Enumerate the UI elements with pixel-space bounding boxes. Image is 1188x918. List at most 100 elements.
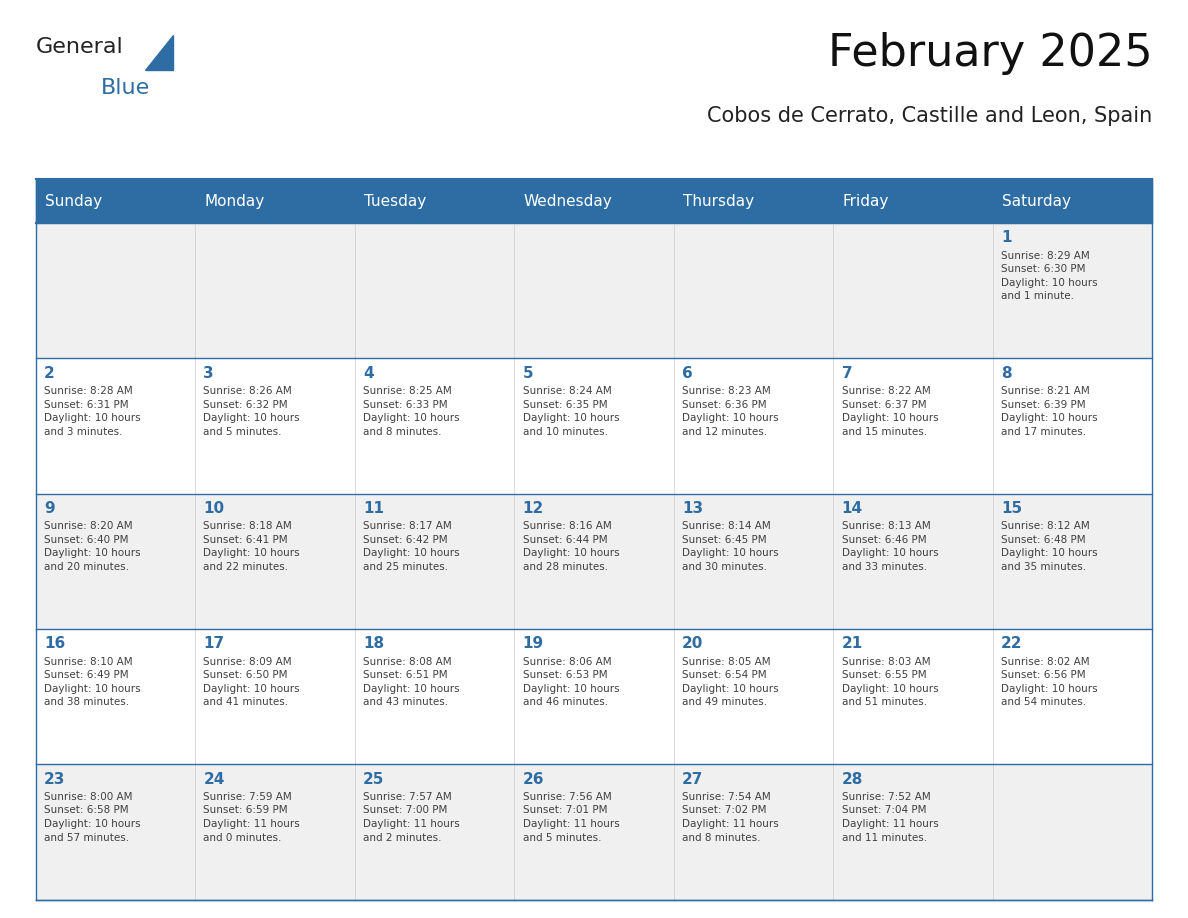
Text: Sunrise: 7:56 AM
Sunset: 7:01 PM
Daylight: 11 hours
and 5 minutes.: Sunrise: 7:56 AM Sunset: 7:01 PM Dayligh… (523, 792, 619, 843)
Text: Sunrise: 7:54 AM
Sunset: 7:02 PM
Daylight: 11 hours
and 8 minutes.: Sunrise: 7:54 AM Sunset: 7:02 PM Dayligh… (682, 792, 779, 843)
Text: Sunrise: 8:25 AM
Sunset: 6:33 PM
Daylight: 10 hours
and 8 minutes.: Sunrise: 8:25 AM Sunset: 6:33 PM Dayligh… (364, 386, 460, 437)
FancyBboxPatch shape (993, 629, 1152, 765)
Text: 5: 5 (523, 365, 533, 381)
FancyBboxPatch shape (833, 223, 993, 358)
Text: Friday: Friday (842, 194, 889, 208)
Text: Sunrise: 8:18 AM
Sunset: 6:41 PM
Daylight: 10 hours
and 22 minutes.: Sunrise: 8:18 AM Sunset: 6:41 PM Dayligh… (203, 521, 301, 572)
FancyBboxPatch shape (195, 494, 355, 629)
Text: Monday: Monday (204, 194, 265, 208)
Text: Wednesday: Wednesday (524, 194, 613, 208)
FancyBboxPatch shape (674, 223, 833, 358)
Text: Tuesday: Tuesday (365, 194, 426, 208)
Text: 9: 9 (44, 501, 55, 516)
Text: Sunrise: 8:06 AM
Sunset: 6:53 PM
Daylight: 10 hours
and 46 minutes.: Sunrise: 8:06 AM Sunset: 6:53 PM Dayligh… (523, 656, 619, 708)
Text: 28: 28 (841, 772, 862, 787)
Text: 2: 2 (44, 365, 55, 381)
Text: Sunrise: 8:10 AM
Sunset: 6:49 PM
Daylight: 10 hours
and 38 minutes.: Sunrise: 8:10 AM Sunset: 6:49 PM Dayligh… (44, 656, 140, 708)
FancyBboxPatch shape (36, 765, 195, 900)
Text: Thursday: Thursday (683, 194, 754, 208)
Text: Sunrise: 8:09 AM
Sunset: 6:50 PM
Daylight: 10 hours
and 41 minutes.: Sunrise: 8:09 AM Sunset: 6:50 PM Dayligh… (203, 656, 301, 708)
FancyBboxPatch shape (514, 494, 674, 629)
FancyBboxPatch shape (195, 629, 355, 765)
Text: Sunrise: 8:24 AM
Sunset: 6:35 PM
Daylight: 10 hours
and 10 minutes.: Sunrise: 8:24 AM Sunset: 6:35 PM Dayligh… (523, 386, 619, 437)
FancyBboxPatch shape (36, 629, 195, 765)
Text: 20: 20 (682, 636, 703, 652)
Text: 7: 7 (841, 365, 852, 381)
FancyBboxPatch shape (833, 494, 993, 629)
FancyBboxPatch shape (195, 358, 355, 494)
Text: Sunrise: 8:12 AM
Sunset: 6:48 PM
Daylight: 10 hours
and 35 minutes.: Sunrise: 8:12 AM Sunset: 6:48 PM Dayligh… (1001, 521, 1098, 572)
Text: 22: 22 (1001, 636, 1023, 652)
FancyBboxPatch shape (993, 223, 1152, 358)
FancyBboxPatch shape (674, 494, 833, 629)
FancyBboxPatch shape (674, 358, 833, 494)
Text: Sunrise: 8:26 AM
Sunset: 6:32 PM
Daylight: 10 hours
and 5 minutes.: Sunrise: 8:26 AM Sunset: 6:32 PM Dayligh… (203, 386, 301, 437)
FancyBboxPatch shape (674, 765, 833, 900)
FancyBboxPatch shape (195, 765, 355, 900)
FancyBboxPatch shape (833, 765, 993, 900)
Text: 1: 1 (1001, 230, 1012, 245)
Text: 25: 25 (364, 772, 385, 787)
Text: Sunrise: 7:52 AM
Sunset: 7:04 PM
Daylight: 11 hours
and 11 minutes.: Sunrise: 7:52 AM Sunset: 7:04 PM Dayligh… (841, 792, 939, 843)
Text: Sunrise: 8:23 AM
Sunset: 6:36 PM
Daylight: 10 hours
and 12 minutes.: Sunrise: 8:23 AM Sunset: 6:36 PM Dayligh… (682, 386, 778, 437)
Text: 12: 12 (523, 501, 544, 516)
FancyBboxPatch shape (355, 358, 514, 494)
Text: 3: 3 (203, 365, 214, 381)
Polygon shape (145, 35, 173, 70)
Text: Sunrise: 8:13 AM
Sunset: 6:46 PM
Daylight: 10 hours
and 33 minutes.: Sunrise: 8:13 AM Sunset: 6:46 PM Dayligh… (841, 521, 939, 572)
FancyBboxPatch shape (355, 765, 514, 900)
FancyBboxPatch shape (514, 223, 674, 358)
Text: General: General (36, 37, 124, 57)
FancyBboxPatch shape (993, 494, 1152, 629)
Text: Sunday: Sunday (45, 194, 102, 208)
FancyBboxPatch shape (993, 765, 1152, 900)
FancyBboxPatch shape (674, 629, 833, 765)
FancyBboxPatch shape (833, 358, 993, 494)
Text: Sunrise: 8:20 AM
Sunset: 6:40 PM
Daylight: 10 hours
and 20 minutes.: Sunrise: 8:20 AM Sunset: 6:40 PM Dayligh… (44, 521, 140, 572)
Text: Sunrise: 8:03 AM
Sunset: 6:55 PM
Daylight: 10 hours
and 51 minutes.: Sunrise: 8:03 AM Sunset: 6:55 PM Dayligh… (841, 656, 939, 708)
Text: Sunrise: 8:29 AM
Sunset: 6:30 PM
Daylight: 10 hours
and 1 minute.: Sunrise: 8:29 AM Sunset: 6:30 PM Dayligh… (1001, 251, 1098, 301)
Text: 26: 26 (523, 772, 544, 787)
FancyBboxPatch shape (36, 494, 195, 629)
Text: 18: 18 (364, 636, 384, 652)
Text: 21: 21 (841, 636, 862, 652)
FancyBboxPatch shape (833, 629, 993, 765)
FancyBboxPatch shape (355, 223, 514, 358)
Text: 14: 14 (841, 501, 862, 516)
FancyBboxPatch shape (355, 629, 514, 765)
Text: 24: 24 (203, 772, 225, 787)
Text: Saturday: Saturday (1003, 194, 1072, 208)
Text: 10: 10 (203, 501, 225, 516)
Text: 6: 6 (682, 365, 693, 381)
Text: Sunrise: 8:00 AM
Sunset: 6:58 PM
Daylight: 10 hours
and 57 minutes.: Sunrise: 8:00 AM Sunset: 6:58 PM Dayligh… (44, 792, 140, 843)
Text: Sunrise: 8:05 AM
Sunset: 6:54 PM
Daylight: 10 hours
and 49 minutes.: Sunrise: 8:05 AM Sunset: 6:54 PM Dayligh… (682, 656, 778, 708)
Text: 19: 19 (523, 636, 544, 652)
FancyBboxPatch shape (514, 765, 674, 900)
Text: Sunrise: 8:02 AM
Sunset: 6:56 PM
Daylight: 10 hours
and 54 minutes.: Sunrise: 8:02 AM Sunset: 6:56 PM Dayligh… (1001, 656, 1098, 708)
FancyBboxPatch shape (993, 358, 1152, 494)
Text: Sunrise: 7:59 AM
Sunset: 6:59 PM
Daylight: 11 hours
and 0 minutes.: Sunrise: 7:59 AM Sunset: 6:59 PM Dayligh… (203, 792, 301, 843)
Text: Sunrise: 8:21 AM
Sunset: 6:39 PM
Daylight: 10 hours
and 17 minutes.: Sunrise: 8:21 AM Sunset: 6:39 PM Dayligh… (1001, 386, 1098, 437)
FancyBboxPatch shape (36, 223, 195, 358)
Text: Sunrise: 8:14 AM
Sunset: 6:45 PM
Daylight: 10 hours
and 30 minutes.: Sunrise: 8:14 AM Sunset: 6:45 PM Dayligh… (682, 521, 778, 572)
Text: Sunrise: 8:17 AM
Sunset: 6:42 PM
Daylight: 10 hours
and 25 minutes.: Sunrise: 8:17 AM Sunset: 6:42 PM Dayligh… (364, 521, 460, 572)
Text: 16: 16 (44, 636, 65, 652)
FancyBboxPatch shape (36, 358, 195, 494)
Text: 23: 23 (44, 772, 65, 787)
Text: Sunrise: 8:16 AM
Sunset: 6:44 PM
Daylight: 10 hours
and 28 minutes.: Sunrise: 8:16 AM Sunset: 6:44 PM Dayligh… (523, 521, 619, 572)
Text: 27: 27 (682, 772, 703, 787)
Text: 11: 11 (364, 501, 384, 516)
FancyBboxPatch shape (514, 629, 674, 765)
Text: 15: 15 (1001, 501, 1022, 516)
FancyBboxPatch shape (36, 179, 1152, 223)
FancyBboxPatch shape (514, 358, 674, 494)
Text: Sunrise: 8:08 AM
Sunset: 6:51 PM
Daylight: 10 hours
and 43 minutes.: Sunrise: 8:08 AM Sunset: 6:51 PM Dayligh… (364, 656, 460, 708)
FancyBboxPatch shape (195, 223, 355, 358)
Text: Sunrise: 8:28 AM
Sunset: 6:31 PM
Daylight: 10 hours
and 3 minutes.: Sunrise: 8:28 AM Sunset: 6:31 PM Dayligh… (44, 386, 140, 437)
Text: Sunrise: 7:57 AM
Sunset: 7:00 PM
Daylight: 11 hours
and 2 minutes.: Sunrise: 7:57 AM Sunset: 7:00 PM Dayligh… (364, 792, 460, 843)
Text: Blue: Blue (101, 78, 150, 98)
Text: February 2025: February 2025 (828, 32, 1152, 75)
FancyBboxPatch shape (355, 494, 514, 629)
Text: Sunrise: 8:22 AM
Sunset: 6:37 PM
Daylight: 10 hours
and 15 minutes.: Sunrise: 8:22 AM Sunset: 6:37 PM Dayligh… (841, 386, 939, 437)
Text: Cobos de Cerrato, Castille and Leon, Spain: Cobos de Cerrato, Castille and Leon, Spa… (707, 106, 1152, 126)
